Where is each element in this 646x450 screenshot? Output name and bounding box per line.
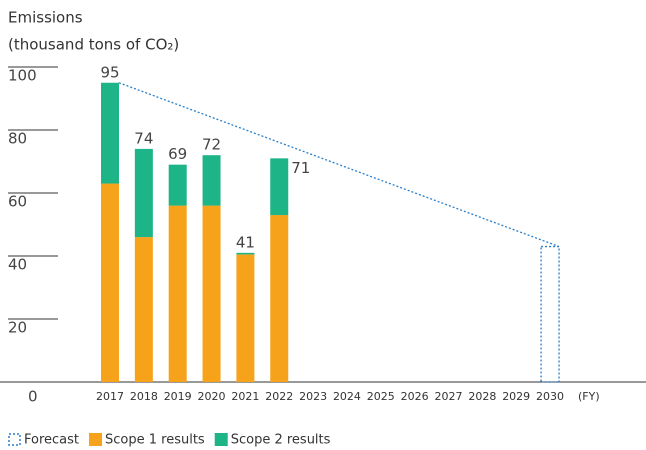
bar-segment [202,205,221,382]
chart-subtitle: (thousand tons of CO₂) [8,36,179,54]
value-label: 72 [202,136,221,154]
bar-segment [134,148,153,238]
x-tick-label: 2017 [96,390,124,403]
legend-label: Forecast [24,433,79,448]
bar-segment [101,183,119,382]
y-tick-label: 100 [8,67,37,85]
y-tick-label: 0 [28,388,38,406]
value-label: 41 [236,233,255,251]
x-tick-label: 2021 [231,390,259,403]
chart-title: Emissions [8,9,83,27]
y-tick-label: 40 [8,256,27,274]
bar-segment [134,237,153,382]
bar-segment [270,215,289,382]
x-tick-label: 2027 [435,390,463,403]
x-tick-label: 2026 [401,390,429,403]
legend-swatch [214,433,228,446]
bar-segment [236,252,255,255]
legend-label: Scope 2 results [231,433,331,448]
bar-segment [168,164,187,206]
x-tick-label: 2019 [164,390,192,403]
x-tick-label: 2028 [468,390,496,403]
legend-label: Scope 1 results [105,433,205,448]
value-label: 74 [134,129,153,147]
y-tick-label: 80 [8,130,27,148]
value-label: 69 [168,145,187,163]
x-tick-label: 2022 [265,390,293,403]
y-tick-label: 20 [8,319,27,337]
x-tick-label: 2025 [367,390,395,403]
legend-swatch [89,433,103,446]
x-tick-label: 2029 [502,390,530,403]
x-tick-label: 2024 [333,390,361,403]
x-tick-label: 2023 [299,390,327,403]
bar-segment [236,254,255,382]
value-label: 71 [291,159,310,177]
bar-segment [270,158,289,216]
legend-swatch [8,433,21,446]
x-axis-label: (FY) [578,390,600,403]
value-label: 95 [100,63,119,81]
forecast-bar [540,245,560,383]
y-tick-label: 60 [8,193,27,211]
x-tick-label: 2020 [198,390,226,403]
bar-segment [202,155,221,206]
x-tick-label: 2018 [130,390,158,403]
x-tick-label: 2030 [536,390,564,403]
bar-segment [101,82,119,184]
bar-segment [168,205,187,382]
